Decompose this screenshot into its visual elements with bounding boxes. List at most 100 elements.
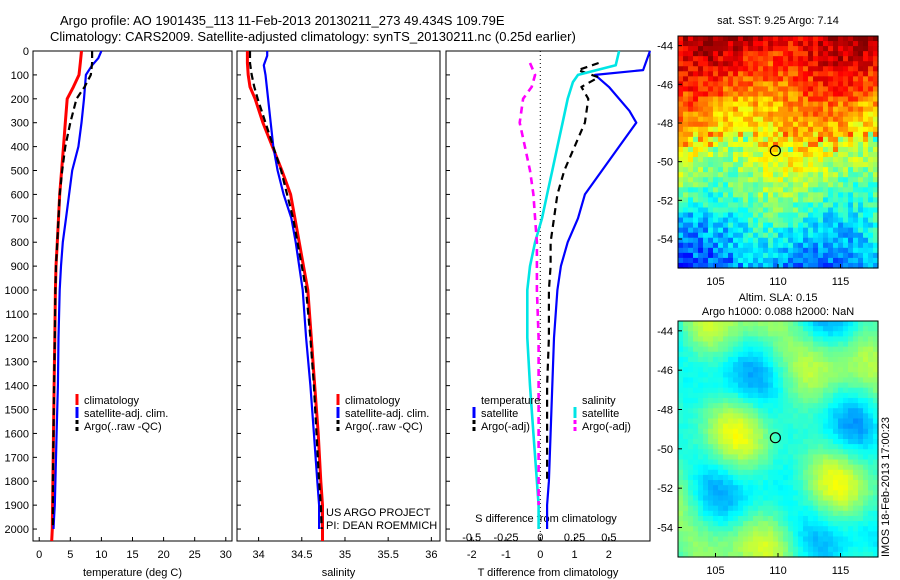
map-cell xyxy=(758,321,764,327)
map-cell xyxy=(723,464,729,471)
map-cell xyxy=(783,362,789,368)
map-cell xyxy=(688,367,694,373)
map-cell xyxy=(803,485,809,491)
map-cell xyxy=(863,469,869,476)
map-cell xyxy=(753,449,759,455)
map-cell xyxy=(773,46,779,52)
map-cell xyxy=(803,474,809,481)
map-cell xyxy=(803,111,809,118)
map-cell xyxy=(743,51,749,57)
map-cell xyxy=(753,397,759,404)
map-cell xyxy=(828,454,834,461)
map-cell xyxy=(813,252,819,259)
map-cell xyxy=(683,408,689,414)
map-cell xyxy=(858,51,864,57)
map-cell xyxy=(773,76,779,82)
map-cell xyxy=(843,362,849,368)
map-cell xyxy=(708,495,714,502)
map-cell xyxy=(793,392,799,399)
map-cell xyxy=(813,66,819,72)
map-cell xyxy=(813,418,819,425)
map-cell xyxy=(688,237,694,244)
map-cell xyxy=(758,392,764,399)
map-cell xyxy=(693,341,699,348)
map-cell xyxy=(703,433,709,440)
map-cell xyxy=(793,413,799,420)
map-cell xyxy=(763,121,769,128)
map-cell xyxy=(853,454,859,461)
map-cell xyxy=(773,356,779,363)
map-cell xyxy=(793,454,799,461)
map-cell xyxy=(743,242,749,249)
map-cell xyxy=(698,86,704,93)
map-cell xyxy=(778,242,784,249)
map-cell xyxy=(838,162,844,168)
map-cell xyxy=(703,464,709,471)
map-cell xyxy=(853,136,859,143)
map-cell xyxy=(693,252,699,259)
map-cell xyxy=(678,227,684,234)
map-cell xyxy=(858,197,864,204)
map-cell xyxy=(818,521,824,527)
map-cell xyxy=(788,423,794,430)
map-cell xyxy=(823,106,829,113)
map-cell xyxy=(818,36,824,42)
map-cell xyxy=(778,36,784,42)
map-cell xyxy=(858,96,864,103)
map-cell xyxy=(723,403,729,409)
map-cell xyxy=(858,227,864,234)
map-cell xyxy=(713,212,719,219)
map-cell xyxy=(783,387,789,394)
map-cell xyxy=(848,326,854,332)
map-cell xyxy=(743,106,749,113)
map-cell xyxy=(813,454,819,461)
map-cell xyxy=(868,202,874,209)
map-cell xyxy=(728,551,734,558)
map-cell xyxy=(798,242,804,249)
map-cell xyxy=(768,536,774,543)
map-cell xyxy=(733,247,739,254)
map-cell xyxy=(758,531,764,538)
map-cell xyxy=(708,510,714,517)
map-cell xyxy=(798,362,804,368)
map-cell xyxy=(678,232,684,239)
map-cell xyxy=(858,71,864,77)
map-cell xyxy=(863,66,869,72)
map-cell xyxy=(868,247,874,254)
map-cell xyxy=(798,377,804,384)
map-cell xyxy=(788,474,794,481)
map-cell xyxy=(833,336,839,343)
map-cell xyxy=(763,51,769,57)
map-cell xyxy=(748,207,754,214)
map-cell xyxy=(848,111,854,118)
map-cell xyxy=(858,41,864,47)
map-cell xyxy=(763,515,769,522)
map-cell xyxy=(858,192,864,198)
map-cell xyxy=(783,172,789,178)
map-cell xyxy=(738,500,744,507)
map-cell xyxy=(733,46,739,52)
map-cell xyxy=(678,41,684,47)
map-cell xyxy=(838,367,844,373)
map-cell xyxy=(848,382,854,389)
map-cell xyxy=(788,418,794,425)
map-cell xyxy=(758,212,764,219)
map-cell xyxy=(778,444,784,450)
map-cell xyxy=(758,521,764,527)
map-cell xyxy=(718,536,724,543)
map-cell xyxy=(703,66,709,72)
map-cell xyxy=(868,126,874,133)
map-cell xyxy=(803,66,809,72)
map-cell xyxy=(678,551,684,558)
map-cell xyxy=(773,515,779,522)
map-cell xyxy=(698,382,704,389)
map-cell xyxy=(793,464,799,471)
map-cell xyxy=(723,341,729,348)
map-cell xyxy=(688,444,694,450)
map-cell xyxy=(703,116,709,123)
map-cell xyxy=(713,362,719,368)
map-cell xyxy=(773,227,779,234)
map-cell xyxy=(858,172,864,178)
map-cell xyxy=(768,439,774,445)
map-cell xyxy=(698,346,704,353)
